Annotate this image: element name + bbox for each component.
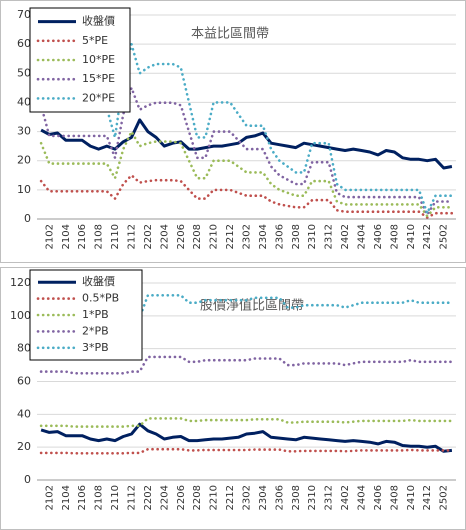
x-tick-label: 2406 xyxy=(373,224,384,249)
x-tick-label: 2102 xyxy=(44,485,55,510)
x-tick-label: 2206 xyxy=(176,485,187,510)
series-line xyxy=(39,42,454,215)
x-tick-label: 2412 xyxy=(422,224,433,249)
x-tick-label: 2408 xyxy=(389,224,400,249)
y-tick-label: 50 xyxy=(17,66,31,79)
legend-label: 15*PE xyxy=(82,72,115,85)
x-tick-label: 2202 xyxy=(143,485,154,510)
series-line xyxy=(39,174,454,219)
y-tick-label: 60 xyxy=(17,37,31,50)
y-tick-label: 30 xyxy=(17,125,31,138)
series-line xyxy=(39,294,454,322)
x-tick-label: 2502 xyxy=(439,485,450,510)
x-tick-label: 2412 xyxy=(422,485,433,510)
x-tick-label: 2306 xyxy=(274,224,285,249)
x-tick-label: 2102 xyxy=(44,224,55,249)
x-tick-label: 2404 xyxy=(357,224,368,249)
x-tick-label: 2302 xyxy=(242,485,253,510)
legend-box xyxy=(29,7,131,113)
legend-label: 收盤價 xyxy=(82,14,115,28)
y-tick-label: 0 xyxy=(24,473,31,486)
y-tick-label: 0 xyxy=(24,212,31,225)
x-tick-label: 2210 xyxy=(209,485,220,510)
series-line xyxy=(39,355,454,375)
x-tick-label: 2310 xyxy=(307,485,318,510)
x-tick-label: 2402 xyxy=(340,485,351,510)
legend-label: 10*PE xyxy=(82,53,115,66)
x-tick-label: 2104 xyxy=(61,485,72,510)
x-tick-label: 2312 xyxy=(324,485,335,510)
x-tick-label: 2112 xyxy=(126,224,137,249)
y-tick-label: 20 xyxy=(17,154,31,167)
y-tick-label: 10 xyxy=(17,183,31,196)
chart-title: 股價淨值比區間帶 xyxy=(200,298,304,314)
y-tick-label: 60 xyxy=(17,375,31,388)
x-tick-label: 2308 xyxy=(291,485,302,510)
x-tick-label: 2410 xyxy=(406,224,417,249)
legend-label: 1*PB xyxy=(82,308,109,321)
legend-label: 收盤價 xyxy=(82,274,115,288)
legend-label: 0.5*PB xyxy=(82,292,119,305)
x-tick-label: 2212 xyxy=(225,224,236,249)
x-tick-label: 2410 xyxy=(406,485,417,510)
x-tick-label: 2108 xyxy=(94,485,105,510)
x-tick-label: 2112 xyxy=(126,485,137,510)
x-tick-label: 2302 xyxy=(242,224,253,249)
legend-label: 3*PB xyxy=(82,341,109,354)
legend-label: 2*PB xyxy=(82,324,109,337)
x-tick-label: 2308 xyxy=(291,224,302,249)
y-tick-label: 100 xyxy=(10,309,31,322)
series-line xyxy=(40,422,453,453)
y-tick-label: 20 xyxy=(17,440,31,453)
series-line xyxy=(39,130,454,218)
x-tick-label: 2408 xyxy=(389,485,400,510)
x-tick-label: 2304 xyxy=(258,485,269,510)
x-tick-label: 2208 xyxy=(192,224,203,249)
x-tick-label: 2502 xyxy=(439,224,450,249)
x-tick-label: 2204 xyxy=(159,485,170,510)
x-tick-label: 2404 xyxy=(357,485,368,510)
series-line xyxy=(39,417,454,428)
x-tick-label: 2304 xyxy=(258,224,269,249)
y-tick-label: 120 xyxy=(10,276,31,289)
y-tick-label: 40 xyxy=(17,407,31,420)
x-tick-label: 2106 xyxy=(77,485,88,510)
series-line xyxy=(40,118,453,170)
chart-title: 本益比區間帶 xyxy=(191,27,269,42)
x-tick-label: 2210 xyxy=(209,224,220,249)
legend-label: 5*PE xyxy=(82,34,108,47)
x-tick-label: 2110 xyxy=(110,224,121,249)
x-tick-label: 2206 xyxy=(176,224,187,249)
x-tick-label: 2406 xyxy=(373,485,384,510)
x-tick-label: 2110 xyxy=(110,485,121,510)
x-tick-label: 2306 xyxy=(274,485,285,510)
x-tick-label: 2104 xyxy=(61,224,72,249)
legend-label: 20*PE xyxy=(82,91,115,104)
x-tick-label: 2108 xyxy=(94,224,105,249)
x-tick-label: 2402 xyxy=(340,224,351,249)
x-tick-label: 2208 xyxy=(192,485,203,510)
y-tick-label: 80 xyxy=(17,342,31,355)
x-tick-label: 2202 xyxy=(143,224,154,249)
x-tick-label: 2106 xyxy=(77,224,88,249)
x-tick-label: 2312 xyxy=(324,224,335,249)
y-tick-label: 40 xyxy=(17,95,31,108)
y-tick-label: 70 xyxy=(17,8,31,21)
x-tick-label: 2204 xyxy=(159,224,170,249)
x-tick-label: 2212 xyxy=(225,485,236,510)
series-line xyxy=(39,86,454,216)
x-tick-label: 2310 xyxy=(307,224,318,249)
